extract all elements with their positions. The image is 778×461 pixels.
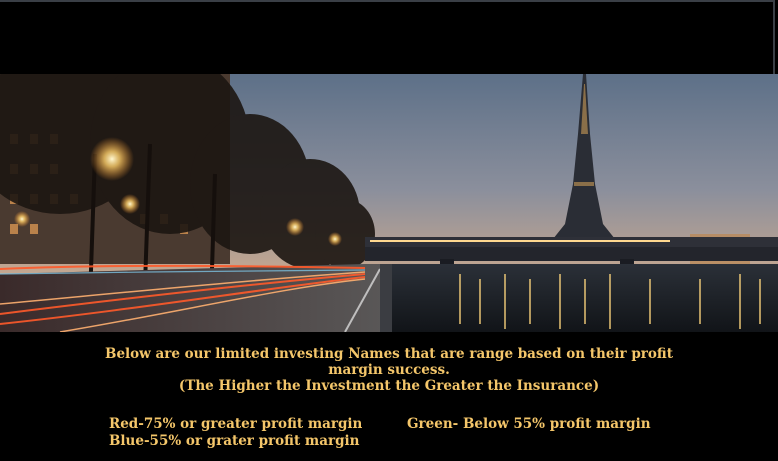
intro-line-2: margin success. — [328, 362, 450, 378]
legend-blue: Blue-55% or grater profit margin — [109, 433, 360, 449]
intro-line-3: (The Higher the Investment the Greater t… — [178, 378, 600, 394]
intro-line-1: Below are our limited investing Names th… — [105, 346, 673, 362]
top-black-band — [0, 0, 775, 74]
legend-red: Red-75% or greater profit margin — [109, 416, 363, 432]
legend-green: Green- Below 55% profit margin — [407, 416, 651, 432]
intro-text: Below are our limited investing Names th… — [0, 346, 778, 394]
paris-night-photo — [0, 74, 778, 332]
